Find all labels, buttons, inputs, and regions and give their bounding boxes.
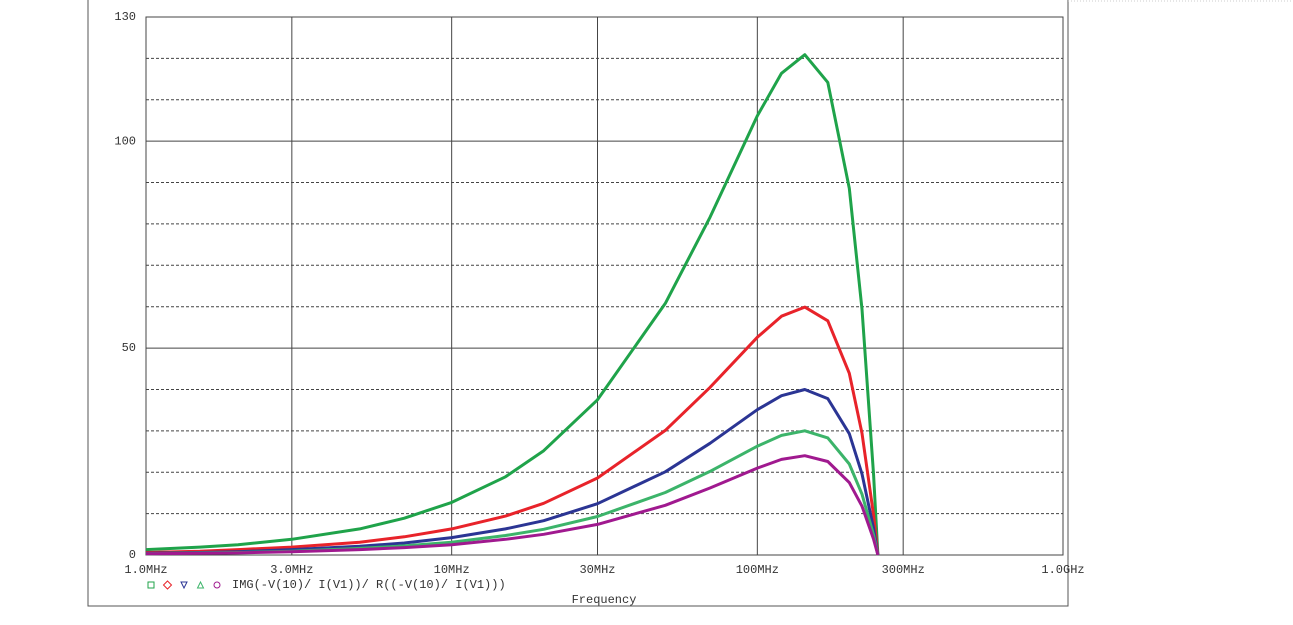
y-tick-label: 0 [129, 548, 136, 562]
x-tick-label: 300MHz [882, 563, 925, 577]
x-tick-label: 10MHz [434, 563, 470, 577]
legend-symbol [147, 581, 155, 589]
legend-symbol [213, 581, 221, 589]
x-tick-label: 3.0MHz [270, 563, 313, 577]
y-tick-label: 100 [114, 134, 136, 148]
x-tick-label: 1.0GHz [1041, 563, 1084, 577]
x-tick-label: 30MHz [579, 563, 615, 577]
x-axis-title: Frequency [572, 593, 637, 607]
legend-symbol [196, 580, 205, 589]
legend-symbol [180, 581, 188, 590]
frame [87, 0, 1069, 607]
series-line [145, 305, 880, 556]
x-tick-label: 1.0MHz [124, 563, 167, 577]
x-tick-label: 100MHz [736, 563, 779, 577]
plot-frame [145, 16, 1064, 556]
y-tick-label: 130 [114, 10, 136, 24]
series-line [145, 53, 880, 556]
legend-label: IMG(-V(10)/ I(V1))/ R((-V(10)/ I(V1))) [232, 578, 506, 592]
series-line [145, 388, 880, 556]
series-line [145, 454, 880, 556]
y-tick-label: 50 [122, 341, 136, 355]
legend-symbol [162, 580, 173, 590]
